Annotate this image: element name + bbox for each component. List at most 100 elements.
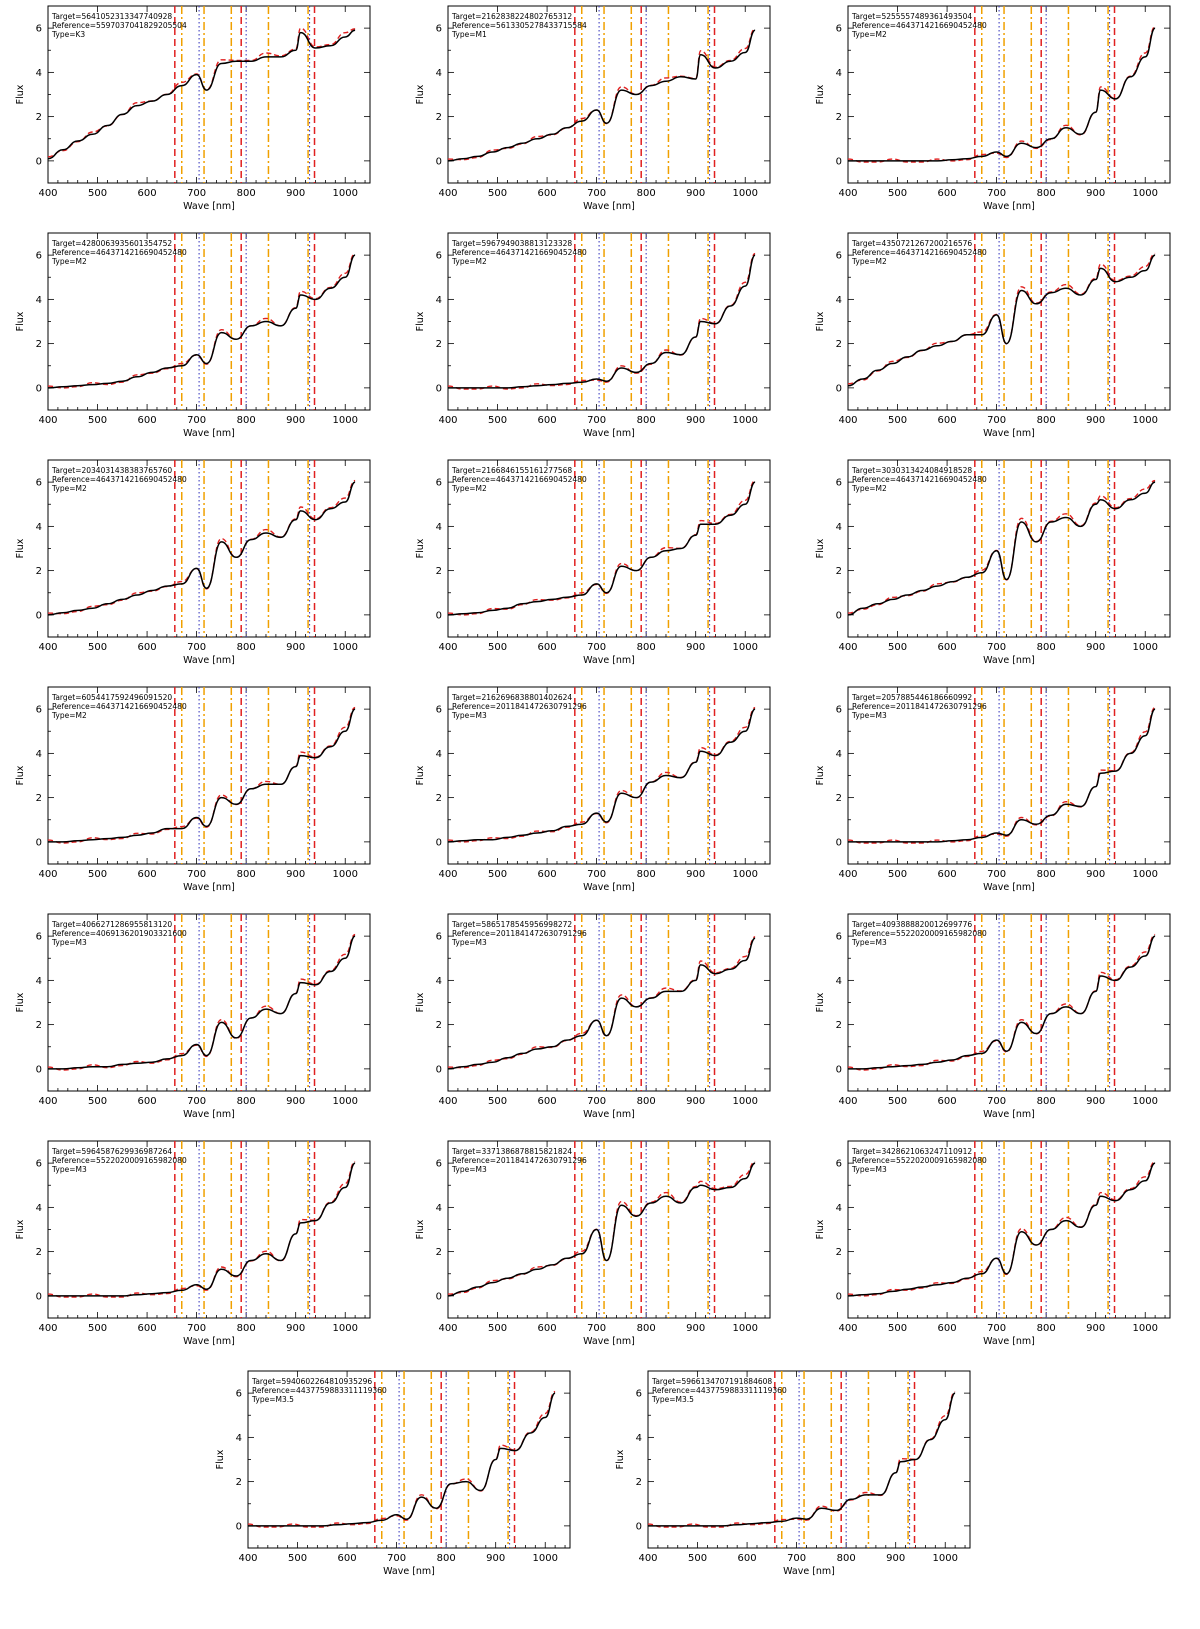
y-tick-label: 0 xyxy=(836,1064,842,1075)
y-tick-label: 6 xyxy=(836,932,842,943)
y-tick-label: 2 xyxy=(436,112,442,123)
x-tick-label: 600 xyxy=(538,642,557,653)
spectrum-panel: 400 500 600 700 800 900 1000 0 2 4 6 Wave [nm] Flux T… xyxy=(215,1370,571,1577)
y-tick-label: 2 xyxy=(36,793,42,804)
target-id-text: Target=4066271286955813120 xyxy=(51,920,172,929)
x-tick-label: 400 xyxy=(638,1553,657,1564)
y-tick-label: 4 xyxy=(436,749,442,760)
x-tick-label: 400 xyxy=(438,869,457,880)
y-tick-label: 0 xyxy=(836,156,842,167)
reference-id-text: Reference=5522020009165982080 xyxy=(52,1156,187,1165)
y-tick-label: 6 xyxy=(36,24,42,35)
reference-id-text: Reference=4643714216690452480 xyxy=(452,248,587,257)
spectrum-panel: 400 500 600 700 800 900 1000 0 2 4 6 Wave [nm] Flux T… xyxy=(815,1140,1171,1347)
x-tick-label: 500 xyxy=(88,188,107,199)
x-tick-label: 900 xyxy=(1086,869,1105,880)
y-tick-label: 0 xyxy=(36,1291,42,1302)
y-tick-label: 2 xyxy=(436,339,442,350)
x-tick-label: 900 xyxy=(886,1553,905,1564)
x-axis-label: Wave [nm] xyxy=(183,428,235,439)
target-spectrum-line xyxy=(447,708,756,843)
reference-id-text: Reference=5522020009165982080 xyxy=(852,1156,987,1165)
x-tick-label: 1000 xyxy=(733,642,758,653)
y-axis-label: Flux xyxy=(815,992,826,1012)
y-tick-label: 4 xyxy=(836,522,842,533)
target-spectrum-line xyxy=(48,708,356,843)
target-spectrum-line xyxy=(447,29,756,162)
x-tick-label: 900 xyxy=(1086,1096,1105,1107)
reference-id-text: Reference=4643714216690452480 xyxy=(52,475,187,484)
x-axis-label: Wave [nm] xyxy=(583,428,635,439)
x-tick-label: 600 xyxy=(738,1553,757,1564)
x-tick-label: 800 xyxy=(237,869,256,880)
x-tick-label: 900 xyxy=(1086,642,1105,653)
target-spectrum-line xyxy=(48,1162,356,1297)
target-id-text: Target=5940602264810935296 xyxy=(251,1377,372,1386)
target-id-text: Target=3428621063247110912 xyxy=(851,1147,972,1156)
x-tick-label: 400 xyxy=(38,1323,57,1334)
x-tick-label: 500 xyxy=(88,1323,107,1334)
x-tick-label: 600 xyxy=(938,188,957,199)
y-tick-label: 2 xyxy=(436,1020,442,1031)
y-tick-label: 4 xyxy=(236,1433,242,1444)
reference-id-text: Reference=4643714216690452480 xyxy=(52,248,187,257)
spectral-type-text: Type=M3 xyxy=(51,938,87,947)
reference-spectrum-line xyxy=(647,1390,956,1528)
x-tick-label: 1000 xyxy=(1133,188,1158,199)
y-tick-label: 2 xyxy=(836,793,842,804)
x-tick-label: 700 xyxy=(187,188,206,199)
x-tick-label: 500 xyxy=(488,415,507,426)
x-tick-label: 1000 xyxy=(1133,1323,1158,1334)
x-tick-label: 600 xyxy=(938,869,957,880)
x-tick-label: 600 xyxy=(338,1553,357,1564)
x-tick-label: 900 xyxy=(686,1096,705,1107)
x-tick-label: 800 xyxy=(237,642,256,653)
x-tick-label: 700 xyxy=(187,642,206,653)
y-tick-label: 0 xyxy=(36,610,42,621)
reference-id-text: Reference=2011841472630791296 xyxy=(852,702,987,711)
y-axis-label: Flux xyxy=(815,765,826,785)
y-tick-label: 2 xyxy=(836,112,842,123)
reference-id-text: Reference=4437759883311119360 xyxy=(252,1386,387,1395)
spectrum-panel: 400 500 600 700 800 900 1000 0 2 4 6 Wave [nm] Flux T… xyxy=(815,913,1171,1120)
x-tick-label: 1000 xyxy=(333,642,358,653)
x-axis-label: Wave [nm] xyxy=(983,201,1035,212)
y-axis-label: Flux xyxy=(15,992,26,1012)
y-tick-label: 0 xyxy=(836,1291,842,1302)
x-tick-label: 400 xyxy=(838,642,857,653)
spectrum-panel: 400 500 600 700 800 900 1000 0 2 4 6 Wave [nm] Flux T… xyxy=(415,1140,771,1347)
y-axis-label: Flux xyxy=(415,311,426,331)
target-id-text: Target=5967949038813123328 xyxy=(451,239,572,248)
x-tick-label: 900 xyxy=(286,188,305,199)
x-tick-label: 500 xyxy=(888,1323,907,1334)
x-tick-label: 900 xyxy=(286,1096,305,1107)
y-tick-label: 4 xyxy=(436,295,442,306)
x-tick-label: 400 xyxy=(438,1096,457,1107)
x-tick-label: 700 xyxy=(987,642,1006,653)
x-tick-label: 800 xyxy=(637,1096,656,1107)
x-tick-label: 1000 xyxy=(733,188,758,199)
x-tick-label: 1000 xyxy=(733,1323,758,1334)
target-spectrum-line xyxy=(447,1162,756,1297)
reference-id-text: Reference=4643714216690452480 xyxy=(852,475,987,484)
spectral-type-text: Type=M2 xyxy=(851,257,887,266)
spectral-type-text: Type=M2 xyxy=(51,484,87,493)
target-spectrum-line xyxy=(847,481,1156,616)
spectral-type-text: Type=M2 xyxy=(851,484,887,493)
spectrum-panel: 400 500 600 700 800 900 1000 0 2 4 6 Wave [nm] Flux T… xyxy=(415,5,771,212)
x-tick-label: 500 xyxy=(488,869,507,880)
spectral-type-text: Type=M3 xyxy=(451,711,487,720)
target-id-text: Target=5966134707191884608 xyxy=(651,1377,772,1386)
x-tick-label: 800 xyxy=(637,642,656,653)
x-tick-label: 1000 xyxy=(333,188,358,199)
spectral-type-text: Type=M3 xyxy=(851,938,887,947)
x-tick-label: 600 xyxy=(138,415,157,426)
x-axis-label: Wave [nm] xyxy=(183,1336,235,1347)
x-tick-label: 500 xyxy=(88,869,107,880)
reference-spectrum-line xyxy=(47,706,356,844)
x-tick-label: 700 xyxy=(987,869,1006,880)
target-id-text: Target=5641052313347740928 xyxy=(51,12,172,21)
y-tick-label: 2 xyxy=(36,112,42,123)
y-tick-label: 0 xyxy=(636,1521,642,1532)
